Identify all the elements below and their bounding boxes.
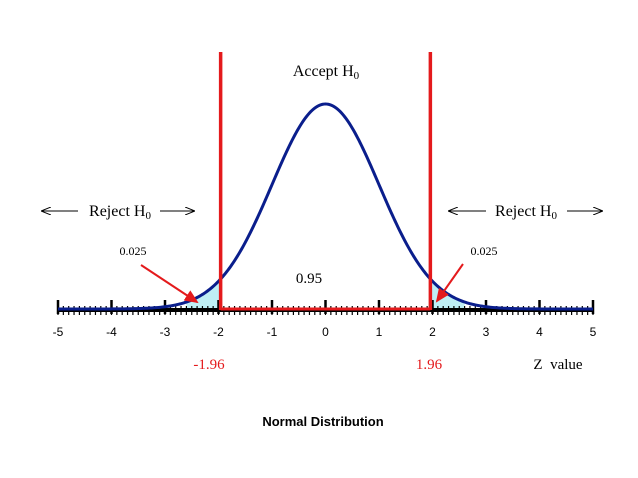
x-axis-tick-label: -4 [106, 325, 117, 339]
critical-label-right: 1.96 [416, 357, 443, 373]
x-axis-tick-labels: -5 -4 -3 -2 -1 0 1 2 3 4 5 [53, 325, 597, 339]
x-axis-tick-label: 1 [376, 325, 383, 339]
right-tail-area-label: 0.025 [471, 244, 498, 258]
x-axis-tick-label: 4 [536, 325, 543, 339]
reject-right-text: Reject H [495, 203, 552, 220]
left-tail-pointer-arrow [140, 264, 199, 304]
x-axis-tick-label: 2 [429, 325, 436, 339]
x-axis-tick-label: -2 [213, 325, 224, 339]
reject-right-subscript: 0 [551, 210, 557, 222]
x-axis-tick-label: -1 [267, 325, 278, 339]
critical-label-left: -1.96 [193, 357, 225, 373]
reject-left-subscript: 0 [145, 210, 151, 222]
accept-label: Accept H0 [293, 63, 360, 82]
normal-curve-line [58, 102, 593, 311]
accept-label-subscript: 0 [354, 70, 360, 82]
x-axis-tick-label: -5 [53, 325, 64, 339]
x-axis-tick-label: 3 [483, 325, 490, 339]
reject-left-text: Reject H [89, 203, 146, 220]
left-tail-area-label: 0.025 [120, 244, 147, 258]
reject-label-left: Reject H0 [89, 203, 151, 222]
center-area-label: 0.95 [296, 271, 322, 287]
chart-title: Normal Distribution [262, 414, 383, 429]
accept-label-text: Accept H [293, 63, 354, 80]
right-tail-pointer-arrow [435, 263, 464, 303]
x-axis-tick-label: 0 [322, 325, 329, 339]
x-axis-tick-label: -3 [160, 325, 171, 339]
x-axis-tick-label: 5 [590, 325, 597, 339]
reject-label-right: Reject H0 [495, 203, 557, 222]
x-axis-label: Z value [533, 357, 582, 373]
